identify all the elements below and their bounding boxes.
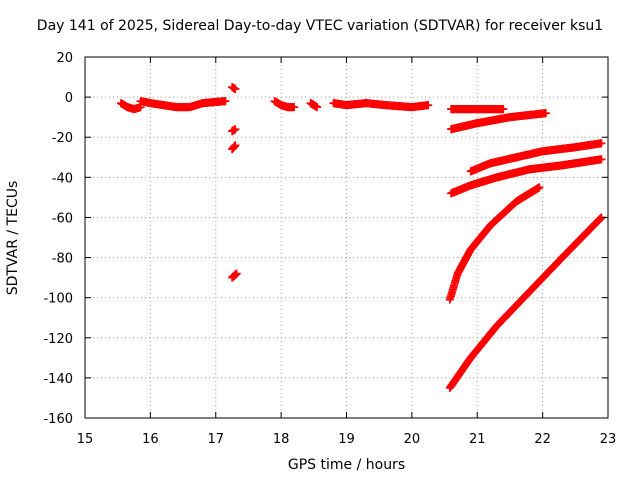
series-seg11 [447, 109, 550, 134]
series-seg2 [136, 97, 230, 112]
series-seg10 [447, 105, 508, 114]
x-tick-label: 19 [338, 432, 355, 447]
x-tick-label: 16 [142, 432, 159, 447]
y-tick-label: -100 [43, 292, 73, 307]
x-tick-label: 20 [404, 432, 421, 447]
data-point [231, 125, 240, 134]
data-point [597, 155, 606, 164]
y-tick-label: -20 [52, 131, 73, 146]
data-point [290, 103, 299, 112]
series-seg6 [228, 269, 241, 282]
y-axis-label: SDTVAR / TECUs [5, 180, 21, 296]
series-seg1 [116, 99, 145, 114]
series-seg14 [445, 183, 544, 304]
y-tick-label: -80 [52, 252, 73, 267]
data-point [313, 103, 322, 112]
data-point [231, 141, 240, 150]
x-tick-label: 22 [534, 432, 551, 447]
x-axis-label: GPS time / hours [287, 457, 406, 473]
y-tick-label: -60 [52, 211, 73, 226]
series-seg9 [329, 99, 433, 112]
x-tick-label: 15 [77, 432, 94, 447]
series-seg3 [228, 83, 240, 94]
series-seg7 [270, 97, 299, 112]
series-seg13 [447, 155, 606, 198]
series-seg15 [445, 213, 606, 392]
data-point [231, 85, 240, 94]
series-seg8 [306, 99, 322, 112]
chart-title: Day 141 of 2025, Sidereal Day-to-day VTE… [36, 18, 604, 34]
x-tick-label: 23 [600, 432, 617, 447]
series-seg5 [228, 141, 240, 154]
data-point [597, 139, 606, 148]
data-point [424, 101, 433, 110]
x-tick-label: 17 [207, 432, 224, 447]
x-tick-label: 21 [469, 432, 486, 447]
data-point [232, 269, 241, 278]
data-point [499, 105, 508, 114]
y-tick-label: -140 [43, 372, 73, 387]
y-tick-label: -40 [52, 171, 73, 186]
x-tick-label: 18 [273, 432, 290, 447]
series-seg12 [466, 139, 606, 176]
data-point [541, 109, 550, 118]
y-tick-label: -160 [43, 412, 73, 427]
series-seg4 [228, 125, 240, 136]
data-point [221, 97, 230, 106]
y-tick-label: -120 [43, 332, 73, 347]
y-tick-label: 0 [65, 91, 73, 106]
y-tick-label: 20 [56, 51, 73, 66]
data-point [535, 183, 544, 192]
